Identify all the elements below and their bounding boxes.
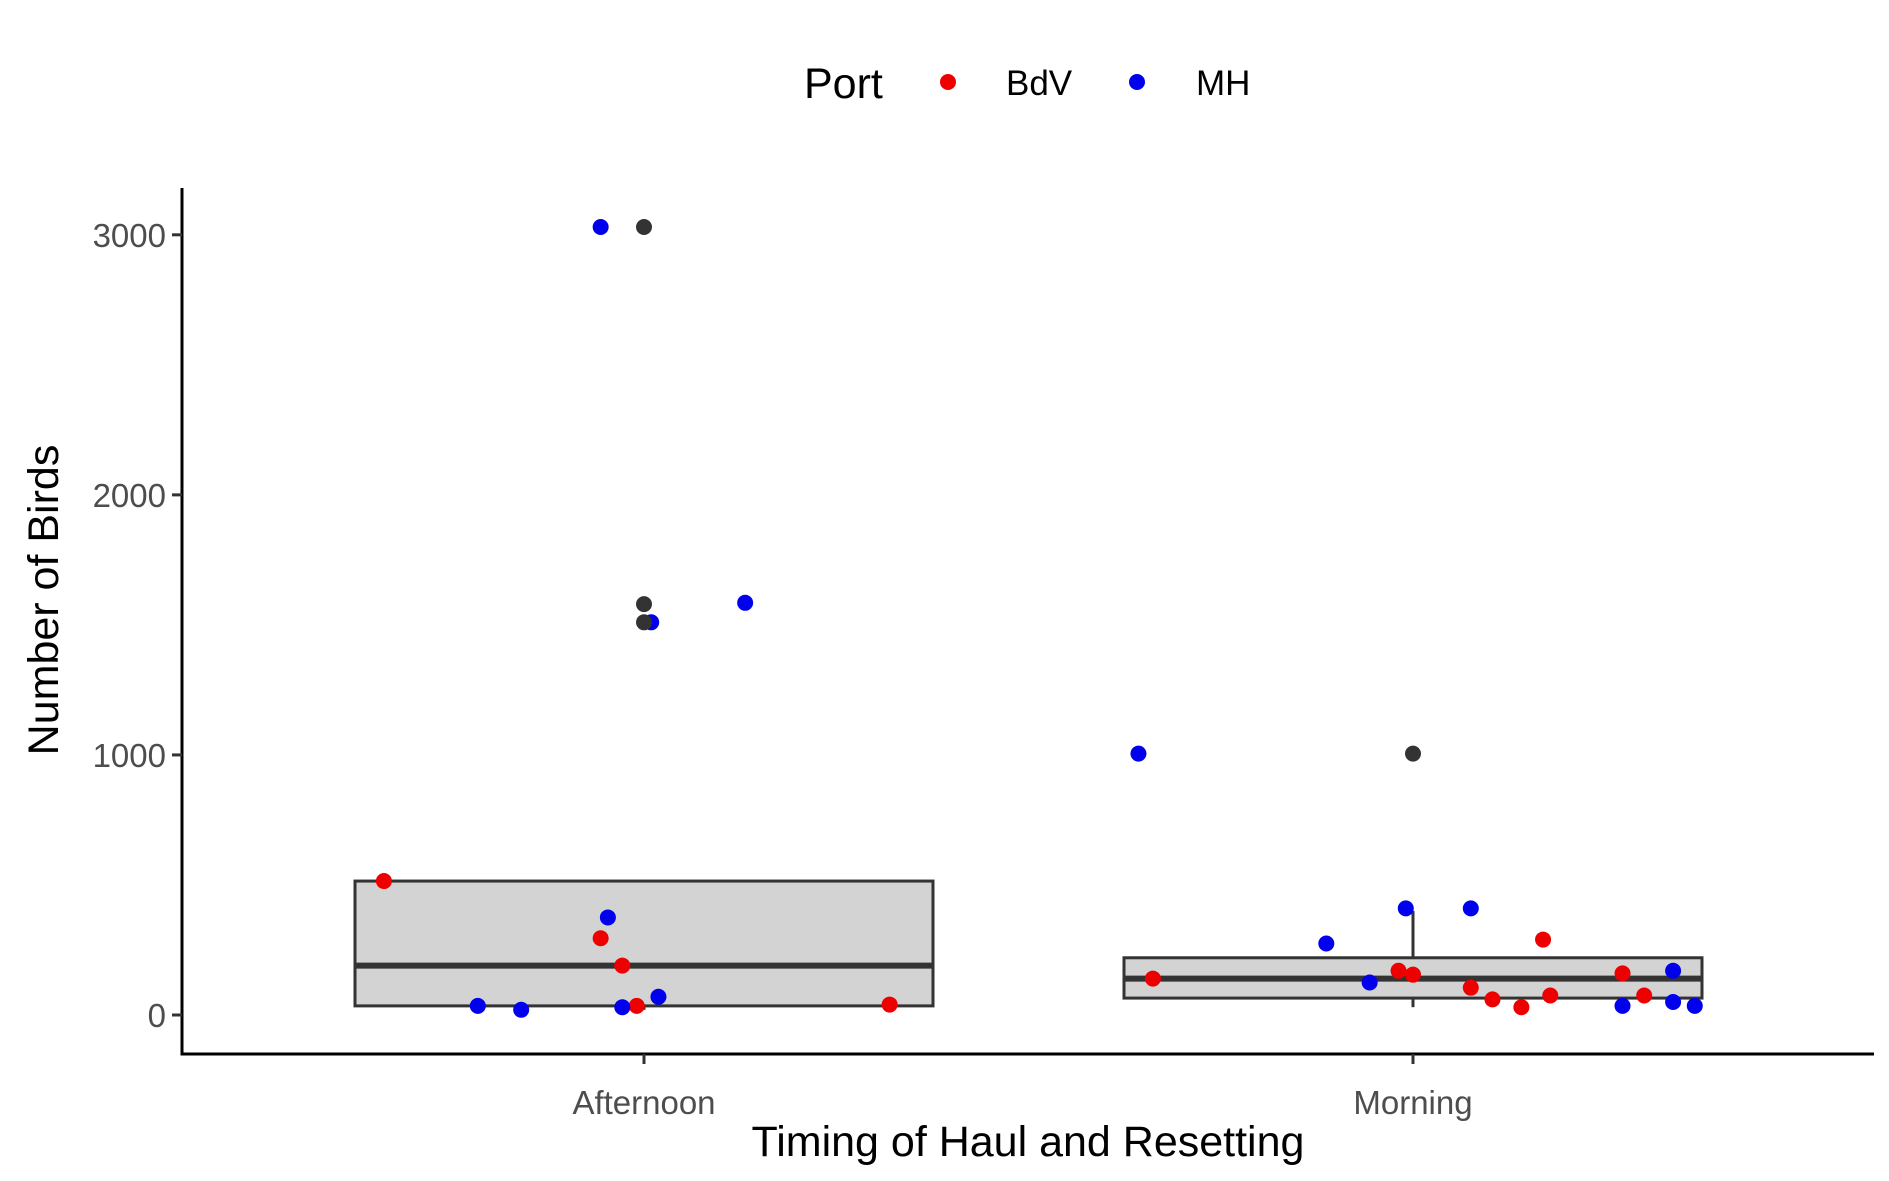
outlier-afternoon-0 — [636, 614, 652, 631]
x-axis-title: Timing of Haul and Resetting — [752, 1118, 1305, 1166]
point-bdv-afternoon-2 — [614, 957, 631, 974]
legend-marker-bdv — [940, 74, 956, 90]
point-mh-morning-16 — [1686, 997, 1703, 1014]
point-mh-morning-14 — [1665, 962, 1682, 979]
point-mh-morning-13 — [1614, 997, 1631, 1014]
box-layer — [353, 879, 1704, 1010]
point-mh-morning-9 — [1318, 935, 1335, 952]
point-mh-afternoon-7 — [650, 988, 667, 1005]
point-bdv-morning-6 — [1390, 962, 1407, 979]
y-axis-title: Number of Birds — [20, 445, 68, 756]
point-mh-morning-10 — [1361, 974, 1378, 991]
point-bdv-morning-8 — [1462, 979, 1479, 996]
points-layer — [375, 219, 1703, 1018]
legend-label-mh: MH — [1196, 64, 1250, 103]
point-bdv-morning-13 — [1614, 965, 1631, 982]
y-tick-label-0: 0 — [148, 997, 166, 1034]
y-tick-label-1000: 1000 — [93, 737, 166, 774]
point-bdv-morning-12 — [1542, 987, 1559, 1004]
point-mh-afternoon-3 — [599, 909, 616, 926]
point-bdv-afternoon-4 — [881, 996, 898, 1013]
point-mh-afternoon-4 — [469, 997, 486, 1014]
point-bdv-morning-9 — [1484, 991, 1501, 1008]
point-bdv-afternoon-1 — [592, 930, 609, 947]
point-mh-morning-15 — [1665, 993, 1682, 1010]
point-mh-morning-8 — [1130, 745, 1147, 762]
legend-label-bdv: BdV — [1006, 64, 1073, 103]
outlier-morning-0 — [1405, 745, 1421, 762]
point-mh-morning-11 — [1397, 900, 1414, 917]
y-tick-label-2000: 2000 — [93, 477, 166, 514]
legend: Port BdV MH — [804, 60, 1250, 108]
point-bdv-afternoon-3 — [628, 997, 645, 1014]
x-tick-label-afternoon: Afternoon — [572, 1084, 715, 1121]
point-bdv-morning-7 — [1405, 966, 1421, 983]
point-bdv-afternoon-0 — [375, 873, 392, 890]
x-tick-label-morning: Morning — [1353, 1084, 1472, 1121]
point-mh-afternoon-0 — [592, 219, 609, 236]
outlier-afternoon-2 — [636, 219, 652, 236]
point-bdv-morning-11 — [1535, 931, 1552, 948]
point-mh-afternoon-6 — [614, 999, 631, 1016]
x-ticks: Afternoon Morning — [572, 1054, 1473, 1121]
y-tick-label-3000: 3000 — [93, 217, 166, 254]
point-bdv-morning-10 — [1513, 999, 1530, 1016]
y-ticks: 0 1000 2000 3000 — [93, 217, 182, 1034]
point-bdv-morning-14 — [1636, 987, 1653, 1004]
legend-marker-mh — [1129, 74, 1145, 90]
point-mh-afternoon-2 — [737, 594, 754, 611]
point-mh-afternoon-5 — [513, 1001, 530, 1018]
legend-title: Port — [804, 60, 883, 108]
point-mh-morning-12 — [1462, 900, 1479, 917]
axes: 0 1000 2000 3000 Afternoon Morning — [93, 188, 1874, 1121]
box-afternoon — [353, 879, 935, 1008]
outlier-afternoon-1 — [636, 596, 652, 613]
point-bdv-morning-5 — [1144, 970, 1161, 987]
